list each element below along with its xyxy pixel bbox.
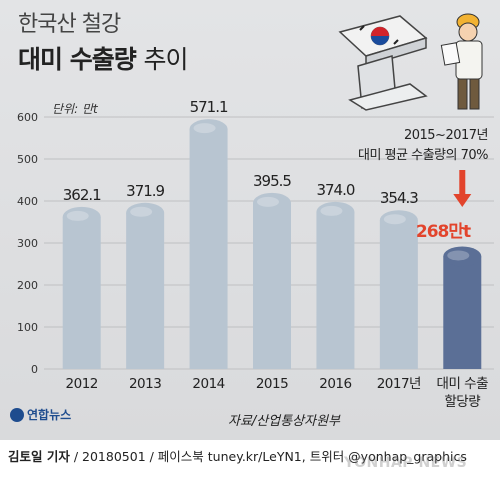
- bar: [189, 119, 228, 369]
- source-label: 자료/산업통상자원부: [228, 414, 341, 429]
- footer-author: 김토일 기자: [8, 449, 70, 464]
- bar-value-label: 571.1: [190, 98, 228, 116]
- korean-flag-icon: [359, 25, 399, 46]
- y-tick-label: 600: [17, 111, 38, 124]
- bar-value-label: 374.0: [316, 181, 354, 199]
- x-tick-label: 할당량: [444, 394, 480, 410]
- logo-mark-icon: [10, 408, 24, 422]
- bar-value-label: 395.5: [253, 172, 291, 190]
- x-tick-label: 2015: [256, 376, 288, 392]
- bar-value-label: 362.1: [63, 186, 101, 204]
- chart-title-line1: 한국산 철강: [18, 12, 121, 37]
- annotation-line1: 2015~2017년: [403, 128, 489, 143]
- bar: [126, 202, 165, 369]
- down-arrow-icon: [453, 170, 472, 207]
- y-tick-label: 300: [17, 237, 38, 250]
- bar-value-label: 354.3: [380, 189, 418, 207]
- bar: [62, 206, 101, 369]
- footer-credit: 김토일 기자 / 20180501 / 페이스북 tuney.kr/LeYN1,…: [8, 446, 467, 465]
- chart-title-bold: 대미 수출량: [18, 45, 137, 74]
- yonhap-logo: 연합뉴스: [10, 406, 71, 423]
- logo-text: 연합뉴스: [27, 408, 72, 422]
- worker-icon: [440, 13, 483, 110]
- bar: [253, 192, 291, 369]
- y-tick-label: 0: [31, 363, 38, 376]
- bar-quota: [443, 246, 482, 369]
- bar-value-label: 371.9: [126, 182, 164, 200]
- chart-title-light: 추이: [143, 45, 188, 74]
- x-tick-label: 2016: [319, 376, 351, 392]
- bar: [379, 210, 418, 369]
- bar-chart: 0 100 200 300 400 500 600 362.1 371.9 571.1 395.5…: [17, 98, 494, 410]
- x-tick-label: 2012: [66, 376, 98, 392]
- y-tick-label: 100: [17, 321, 38, 334]
- steel-worker-illustration: [338, 13, 483, 111]
- footer-rest: / 20180501 / 페이스북 tuney.kr/LeYN1, 트위터 @y…: [69, 449, 467, 464]
- quota-value-label: 268만t: [415, 222, 471, 242]
- y-tick-label: 500: [17, 153, 38, 166]
- x-tick-label: 2013: [129, 376, 161, 392]
- x-tick-label: 대미 수출: [437, 376, 489, 392]
- annotation-line2: 대미 평균 수출량의 70%: [358, 148, 488, 163]
- chart-title-line2: 대미 수출량 추이: [18, 40, 188, 76]
- y-tick-label: 400: [17, 195, 38, 208]
- watermark: YONHAP NEWS: [344, 455, 468, 471]
- bar: [316, 201, 355, 369]
- y-unit-label: 단위: 만t: [52, 102, 98, 116]
- x-tick-label: 2017년: [377, 376, 421, 392]
- y-tick-label: 200: [17, 279, 38, 292]
- x-tick-label: 2014: [192, 376, 224, 392]
